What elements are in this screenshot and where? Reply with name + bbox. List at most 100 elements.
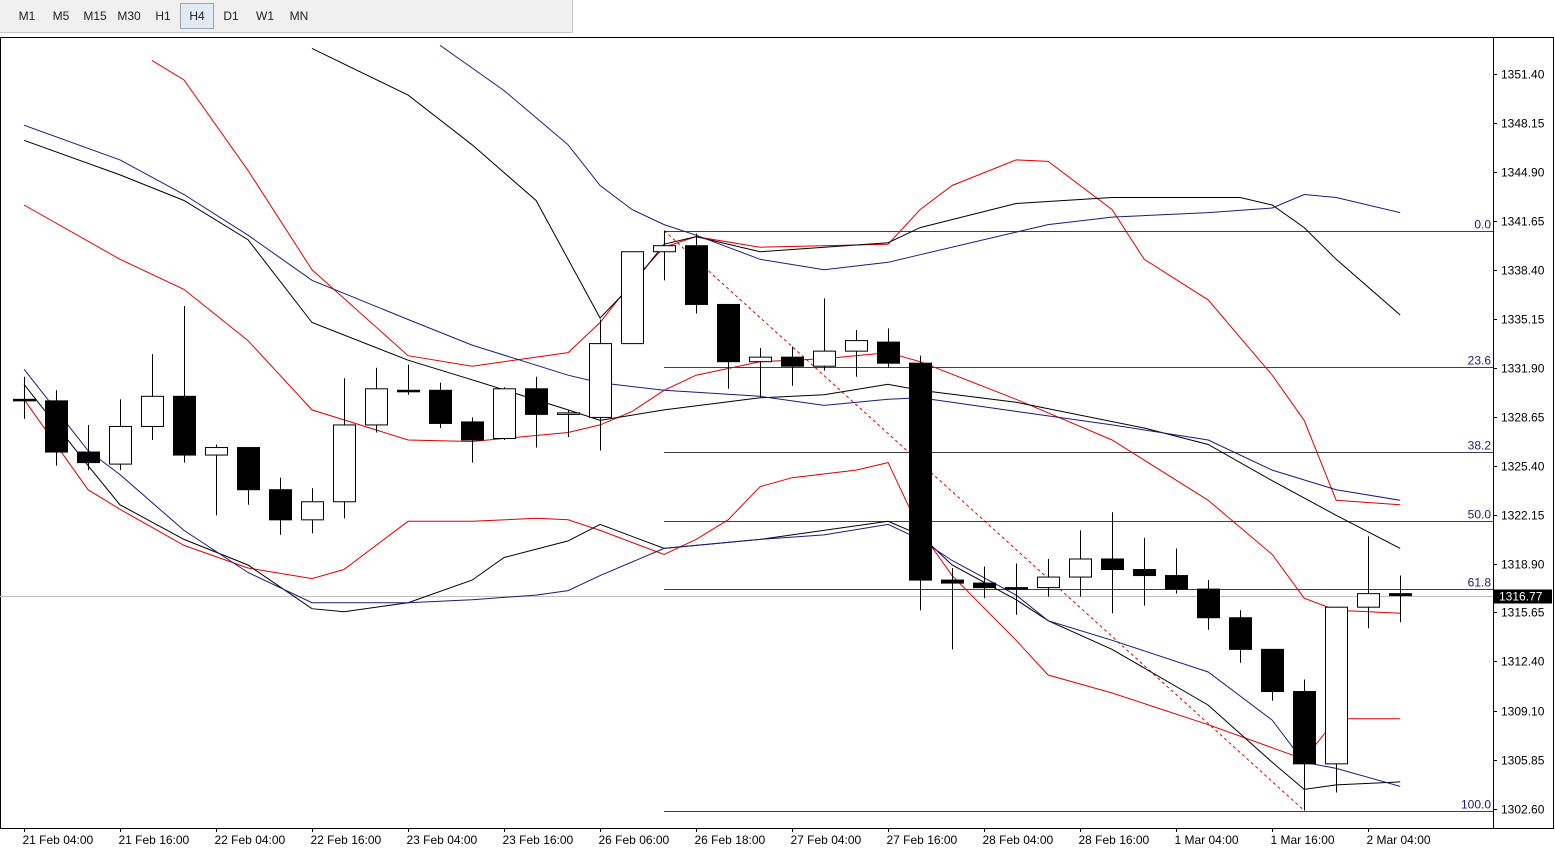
candle-body xyxy=(909,362,932,581)
x-tick-label: 22 Feb 04:00 xyxy=(215,833,286,847)
candle-body xyxy=(1133,569,1156,577)
candle-body xyxy=(685,245,708,305)
timeframe-button[interactable]: M1 xyxy=(18,9,36,23)
candle-body xyxy=(77,451,100,464)
candle-body xyxy=(1069,558,1092,578)
x-tick-label: 23 Feb 04:00 xyxy=(407,833,478,847)
candle-body xyxy=(941,579,964,584)
candle-body xyxy=(1165,575,1188,590)
y-tick-label: 1344.90 xyxy=(1501,166,1545,180)
candle-body xyxy=(333,424,356,503)
indicator-line xyxy=(311,47,1401,319)
chart-frame xyxy=(0,37,1554,829)
timeframe-button[interactable]: H1 xyxy=(155,9,171,23)
fib-level-label: 50.0 xyxy=(1468,508,1492,522)
fib-level-label: 0.0 xyxy=(1474,218,1491,232)
candle-body xyxy=(45,400,68,453)
indicator-line xyxy=(23,204,1401,614)
candle-body xyxy=(269,489,292,521)
candle-body xyxy=(1229,617,1252,650)
timeframe-button[interactable]: H4 xyxy=(180,3,214,29)
x-tick-label: 1 Mar 04:00 xyxy=(1175,833,1239,847)
candle-body xyxy=(589,343,612,418)
candle-body xyxy=(973,582,996,589)
last-price-tag xyxy=(1494,589,1552,604)
fib-level-label: 100.0 xyxy=(1461,798,1491,812)
x-tick-label: 27 Feb 16:00 xyxy=(887,833,958,847)
x-tick-label: 28 Feb 04:00 xyxy=(983,833,1054,847)
indicator-line xyxy=(23,399,1401,760)
x-tick-label: 28 Feb 16:00 xyxy=(1079,833,1150,847)
plot-area xyxy=(0,44,1493,812)
x-tick-label: 21 Feb 16:00 xyxy=(119,833,190,847)
indicator-line xyxy=(439,44,1401,271)
candle-body xyxy=(1389,593,1412,597)
timeframe-button[interactable]: W1 xyxy=(256,9,274,23)
y-tick-label: 1351.40 xyxy=(1501,68,1545,82)
candle-body xyxy=(429,389,452,424)
candle-body xyxy=(813,350,836,367)
candle-body xyxy=(1325,606,1348,765)
timeframe-button[interactable]: MN xyxy=(289,9,309,23)
candle-body xyxy=(557,412,580,415)
candle-body xyxy=(301,501,324,521)
y-tick-label: 1305.85 xyxy=(1501,754,1545,768)
timeframe-button[interactable]: D1 xyxy=(223,9,239,23)
x-tick-label: 23 Feb 16:00 xyxy=(503,833,574,847)
x-tick-label: 22 Feb 16:00 xyxy=(311,833,382,847)
x-tick-label: 26 Feb 18:00 xyxy=(695,833,766,847)
x-tick-label: 27 Feb 04:00 xyxy=(791,833,862,847)
candle-body xyxy=(461,421,484,441)
candle-body xyxy=(1197,588,1220,619)
y-tick-label: 1348.15 xyxy=(1501,117,1545,131)
indicator-line xyxy=(23,383,1401,790)
candle-body xyxy=(1005,587,1028,590)
candle-body xyxy=(1261,648,1284,693)
indicator-line xyxy=(23,368,1401,787)
x-tick-label: 1 Mar 16:00 xyxy=(1271,833,1335,847)
candle-body xyxy=(237,447,260,491)
x-tick-label: 26 Feb 06:00 xyxy=(599,833,670,847)
candle-body xyxy=(397,389,420,393)
candle-body xyxy=(845,340,868,352)
y-tick-label: 1335.15 xyxy=(1501,313,1545,327)
y-tick-label: 1328.65 xyxy=(1501,411,1545,425)
timeframe-button[interactable]: M5 xyxy=(52,9,70,23)
x-tick-label: 2 Mar 04:00 xyxy=(1367,833,1431,847)
candle-body xyxy=(877,341,900,364)
candle-body xyxy=(1101,558,1124,571)
candle-body xyxy=(109,425,132,465)
candle-body xyxy=(1293,691,1316,765)
y-tick-label: 1312.40 xyxy=(1501,655,1545,669)
timeframe-button[interactable]: M30 xyxy=(117,9,141,23)
fib-level-label: 23.6 xyxy=(1468,354,1492,368)
candle-body xyxy=(621,251,644,345)
last-price-label: 1316.77 xyxy=(1499,590,1543,604)
indicator-line xyxy=(23,139,1401,549)
candle-body xyxy=(781,356,804,367)
candle-body xyxy=(493,388,516,439)
y-tick-label: 1338.40 xyxy=(1501,264,1545,278)
fib-level-label: 38.2 xyxy=(1468,439,1492,453)
x-tick-label: 21 Feb 04:00 xyxy=(23,833,94,847)
candle-body xyxy=(205,447,228,456)
candle-body xyxy=(365,388,388,426)
y-tick-label: 1315.65 xyxy=(1501,606,1545,620)
fib-level-label: 61.8 xyxy=(1468,576,1492,590)
y-tick-label: 1331.90 xyxy=(1501,362,1545,376)
timeframe-button[interactable]: M15 xyxy=(83,9,107,23)
timeframe-toolbar: M1 M5 M15 M30 H1 H4 D1 W1 MN xyxy=(0,0,573,33)
indicator-line xyxy=(151,59,1401,506)
candle-body xyxy=(141,395,164,427)
candle-body xyxy=(653,245,676,253)
y-tick-label: 1325.40 xyxy=(1501,460,1545,474)
y-tick-label: 1302.60 xyxy=(1501,803,1545,817)
candle-body xyxy=(749,356,772,363)
candle-body xyxy=(173,395,196,456)
candle-body xyxy=(13,398,36,402)
candle-body xyxy=(717,303,740,363)
y-tick-label: 1318.90 xyxy=(1501,558,1545,572)
axes: 1351.40 1348.15 1344.90 1341.65 1338.40 1335.… xyxy=(23,68,1552,847)
